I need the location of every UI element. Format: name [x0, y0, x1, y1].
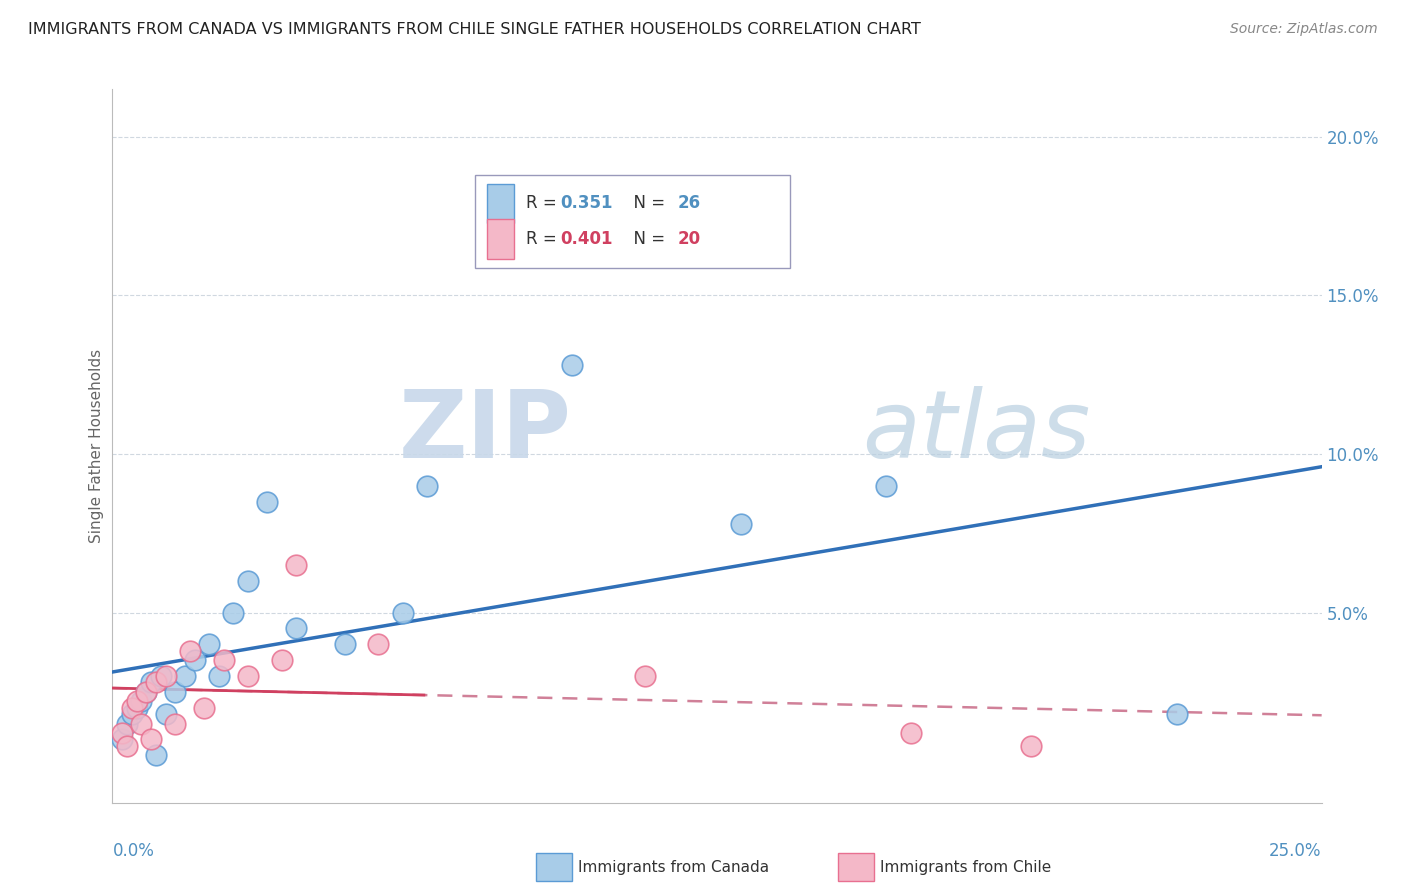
- Point: [875, 478, 897, 492]
- Point: [198, 637, 221, 651]
- Text: 20: 20: [678, 230, 700, 248]
- Text: R =: R =: [526, 230, 562, 248]
- Text: Source: ZipAtlas.com: Source: ZipAtlas.com: [1230, 22, 1378, 37]
- Point: [391, 606, 413, 620]
- Point: [730, 516, 752, 531]
- Point: [111, 726, 134, 740]
- Point: [270, 653, 292, 667]
- Point: [111, 732, 134, 747]
- Text: 0.351: 0.351: [560, 194, 613, 212]
- Point: [135, 685, 157, 699]
- FancyBboxPatch shape: [475, 175, 790, 268]
- Bar: [488, 184, 515, 223]
- Point: [1021, 739, 1043, 753]
- Point: [367, 637, 389, 651]
- Point: [125, 694, 148, 708]
- Point: [208, 669, 231, 683]
- Point: [236, 574, 259, 588]
- Point: [333, 637, 356, 651]
- Y-axis label: Single Father Households: Single Father Households: [89, 349, 104, 543]
- Point: [131, 716, 153, 731]
- Point: [285, 621, 308, 635]
- Bar: [536, 853, 572, 881]
- Point: [416, 478, 439, 492]
- Text: ZIP: ZIP: [399, 385, 572, 478]
- Text: 0.401: 0.401: [560, 230, 613, 248]
- Point: [121, 700, 143, 714]
- Point: [155, 706, 177, 721]
- Point: [900, 726, 922, 740]
- Point: [212, 653, 235, 667]
- Point: [165, 716, 187, 731]
- Point: [633, 669, 655, 683]
- Text: Immigrants from Chile: Immigrants from Chile: [880, 860, 1052, 874]
- Text: Immigrants from Canada: Immigrants from Canada: [578, 860, 769, 874]
- Bar: [838, 853, 875, 881]
- Point: [193, 700, 215, 714]
- Text: N =: N =: [623, 230, 671, 248]
- Point: [174, 669, 197, 683]
- Point: [179, 643, 201, 657]
- Point: [145, 748, 167, 763]
- Point: [256, 494, 278, 508]
- Point: [165, 685, 187, 699]
- Point: [115, 716, 138, 731]
- Text: N =: N =: [623, 194, 671, 212]
- Bar: [488, 219, 515, 259]
- Point: [149, 669, 172, 683]
- Point: [141, 675, 163, 690]
- Text: atlas: atlas: [862, 386, 1091, 477]
- Point: [115, 739, 138, 753]
- Point: [561, 358, 583, 372]
- Point: [131, 694, 153, 708]
- Point: [141, 732, 163, 747]
- Text: 0.0%: 0.0%: [112, 842, 155, 860]
- Point: [155, 669, 177, 683]
- Point: [222, 606, 245, 620]
- Point: [135, 685, 157, 699]
- Point: [183, 653, 205, 667]
- Point: [285, 558, 308, 572]
- Point: [145, 675, 167, 690]
- Point: [121, 706, 143, 721]
- Text: R =: R =: [526, 194, 562, 212]
- Point: [125, 700, 148, 714]
- Text: 25.0%: 25.0%: [1270, 842, 1322, 860]
- Point: [236, 669, 259, 683]
- Text: 26: 26: [678, 194, 700, 212]
- Text: IMMIGRANTS FROM CANADA VS IMMIGRANTS FROM CHILE SINGLE FATHER HOUSEHOLDS CORRELA: IMMIGRANTS FROM CANADA VS IMMIGRANTS FRO…: [28, 22, 921, 37]
- Point: [1166, 706, 1188, 721]
